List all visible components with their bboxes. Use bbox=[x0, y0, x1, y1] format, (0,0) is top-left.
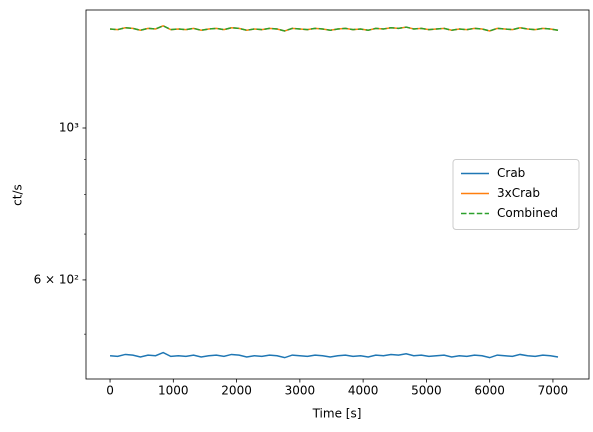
x-tick-label: 7000 bbox=[538, 384, 569, 398]
legend-label: 3xCrab bbox=[497, 186, 540, 200]
x-axis-label: Time [s] bbox=[312, 407, 362, 421]
y-axis-label: ct/s bbox=[11, 184, 25, 206]
legend-box bbox=[452, 159, 580, 230]
x-tick-label: 5000 bbox=[411, 384, 442, 398]
legend-label: Crab bbox=[497, 166, 525, 180]
x-tick-label: 3000 bbox=[285, 384, 316, 398]
legend-label: Combined bbox=[497, 206, 558, 220]
data-line bbox=[109, 351, 559, 359]
legend: Crab 3xCrab Combined bbox=[452, 159, 580, 230]
x-tick-label: 6000 bbox=[474, 384, 505, 398]
x-tick-label: 4000 bbox=[348, 384, 379, 398]
data-line bbox=[109, 24, 559, 32]
x-tick-label: 1000 bbox=[158, 384, 189, 398]
x-tick-label: 0 bbox=[106, 384, 114, 398]
y-tick-label: 10³ bbox=[59, 120, 79, 134]
y-tick-label: 6 × 10² bbox=[34, 272, 80, 286]
x-tick-label: 2000 bbox=[221, 384, 252, 398]
